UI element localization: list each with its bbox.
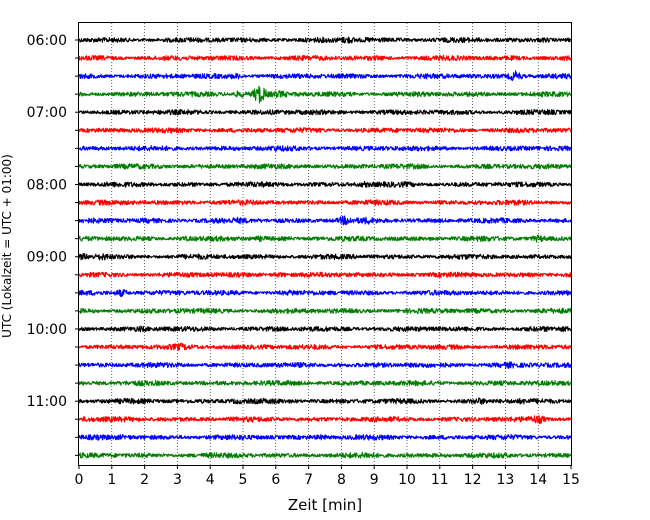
trace-0900: [78, 252, 572, 261]
trace-0830: [78, 215, 572, 226]
x-axis: 0 1 2 3 4 5 6 7 8 9 10 11 12 13 14 15: [75, 465, 580, 488]
x-tick-label: 2: [140, 472, 149, 488]
trace-0930: [78, 288, 572, 298]
trace-0745: [78, 163, 572, 170]
trace-1045: [78, 379, 572, 387]
x-tick-label: 10: [398, 472, 416, 488]
x-tick-label: 4: [206, 472, 215, 488]
x-tick-label: 14: [529, 472, 547, 488]
y-tick-label: 11:00: [27, 394, 67, 410]
y-tick-label: 06:00: [27, 33, 67, 49]
plot-frame: [78, 22, 572, 466]
trace-1145: [78, 451, 572, 459]
trace-0700: [78, 109, 572, 116]
trace-0800: [78, 181, 572, 188]
x-tick-label: 8: [337, 472, 346, 488]
y-tick-label: 07:00: [27, 105, 67, 121]
x-tick-label: 0: [75, 472, 84, 488]
x-tick-label: 9: [370, 472, 379, 488]
x-tick-label: 3: [173, 472, 182, 488]
trace-0645: [78, 85, 572, 104]
trace-0845: [78, 234, 572, 243]
x-tick-label: 5: [239, 472, 248, 488]
trace-0945: [78, 307, 572, 315]
y-tick-label: 10:00: [27, 322, 67, 338]
trace-1100: [78, 397, 572, 405]
x-tick-label: 15: [562, 472, 580, 488]
trace-0815: [78, 199, 572, 206]
trace-1130: [78, 434, 572, 441]
trace-0915: [78, 271, 572, 278]
x-axis-label: Zeit [min]: [288, 496, 362, 514]
trace-0630: [78, 70, 572, 82]
trace-0730: [78, 145, 572, 152]
trace-1000: [78, 325, 572, 333]
y-axis-label: UTC (Lokalzeit = UTC + 01:00): [0, 154, 14, 338]
x-tick-label: 1: [107, 472, 116, 488]
trace-0715: [78, 127, 572, 134]
y-tick-label: 08:00: [27, 177, 67, 193]
trace-0615: [78, 54, 572, 62]
trace-0600: [78, 36, 572, 44]
x-tick-label: 13: [496, 472, 514, 488]
trace-1030: [78, 361, 572, 369]
y-tick-label: 09:00: [27, 250, 67, 266]
x-tick-label: 11: [431, 472, 449, 488]
x-tick-label: 6: [271, 472, 280, 488]
x-tick-label: 12: [464, 472, 482, 488]
traces: [78, 36, 572, 459]
trace-1115: [78, 415, 572, 425]
trace-1015: [78, 342, 572, 351]
grid-lines: [111, 23, 539, 465]
x-tick-label: 7: [304, 472, 313, 488]
y-axis: 06:00 07:00 08:00 09:00 10:00 11:00: [27, 33, 79, 456]
